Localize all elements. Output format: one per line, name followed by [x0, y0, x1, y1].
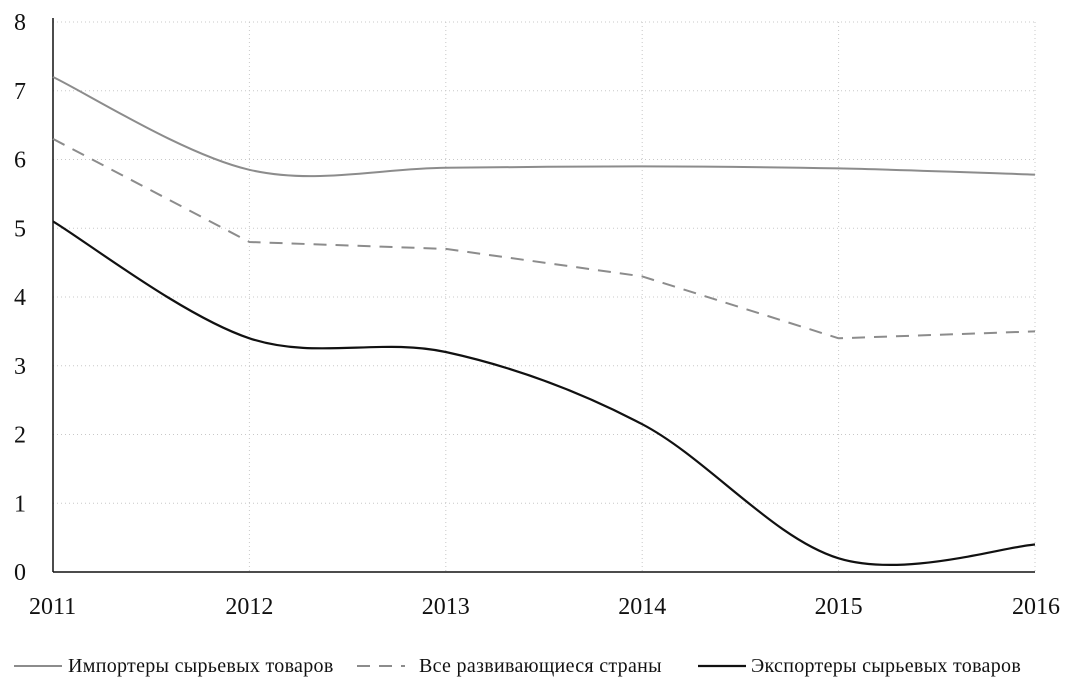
y-tick-label: 4: [14, 285, 26, 311]
x-tick-label: 2012: [225, 594, 273, 620]
series-line-all-developing: [52, 138, 1036, 340]
y-tick-label: 1: [14, 491, 26, 517]
series: [52, 76, 1036, 566]
x-tick-label: 2016: [1012, 594, 1060, 620]
legend-label: Все развивающиеся страны: [419, 655, 662, 677]
tick-labels: 0 1 2 3 4 5 6 7 8 2011 2012 2013 2014 2015 2016: [14, 10, 1060, 620]
y-tick-label: 3: [14, 354, 26, 380]
y-tick-label: 8: [14, 10, 26, 36]
y-tick-label: 0: [14, 560, 26, 586]
x-tick-label: 2014: [618, 594, 666, 620]
legend: Импортеры сырьевых товаров Все развивающи…: [14, 655, 1021, 677]
series-line-importers: [52, 76, 1036, 178]
x-tick-label: 2015: [815, 594, 863, 620]
legend-label: Импортеры сырьевых товаров: [68, 655, 334, 677]
x-tick-label: 2013: [422, 594, 470, 620]
axes: [52, 18, 1035, 573]
x-tick-label: 2011: [29, 594, 76, 620]
y-tick-label: 5: [14, 216, 26, 242]
series-line-exporters: [52, 220, 1036, 566]
legend-label: Экспортеры сырьевых товаров: [751, 655, 1021, 677]
y-tick-label: 2: [14, 423, 26, 449]
y-tick-label: 6: [14, 148, 26, 174]
grid: [53, 21, 1036, 572]
y-tick-label: 7: [14, 79, 26, 105]
